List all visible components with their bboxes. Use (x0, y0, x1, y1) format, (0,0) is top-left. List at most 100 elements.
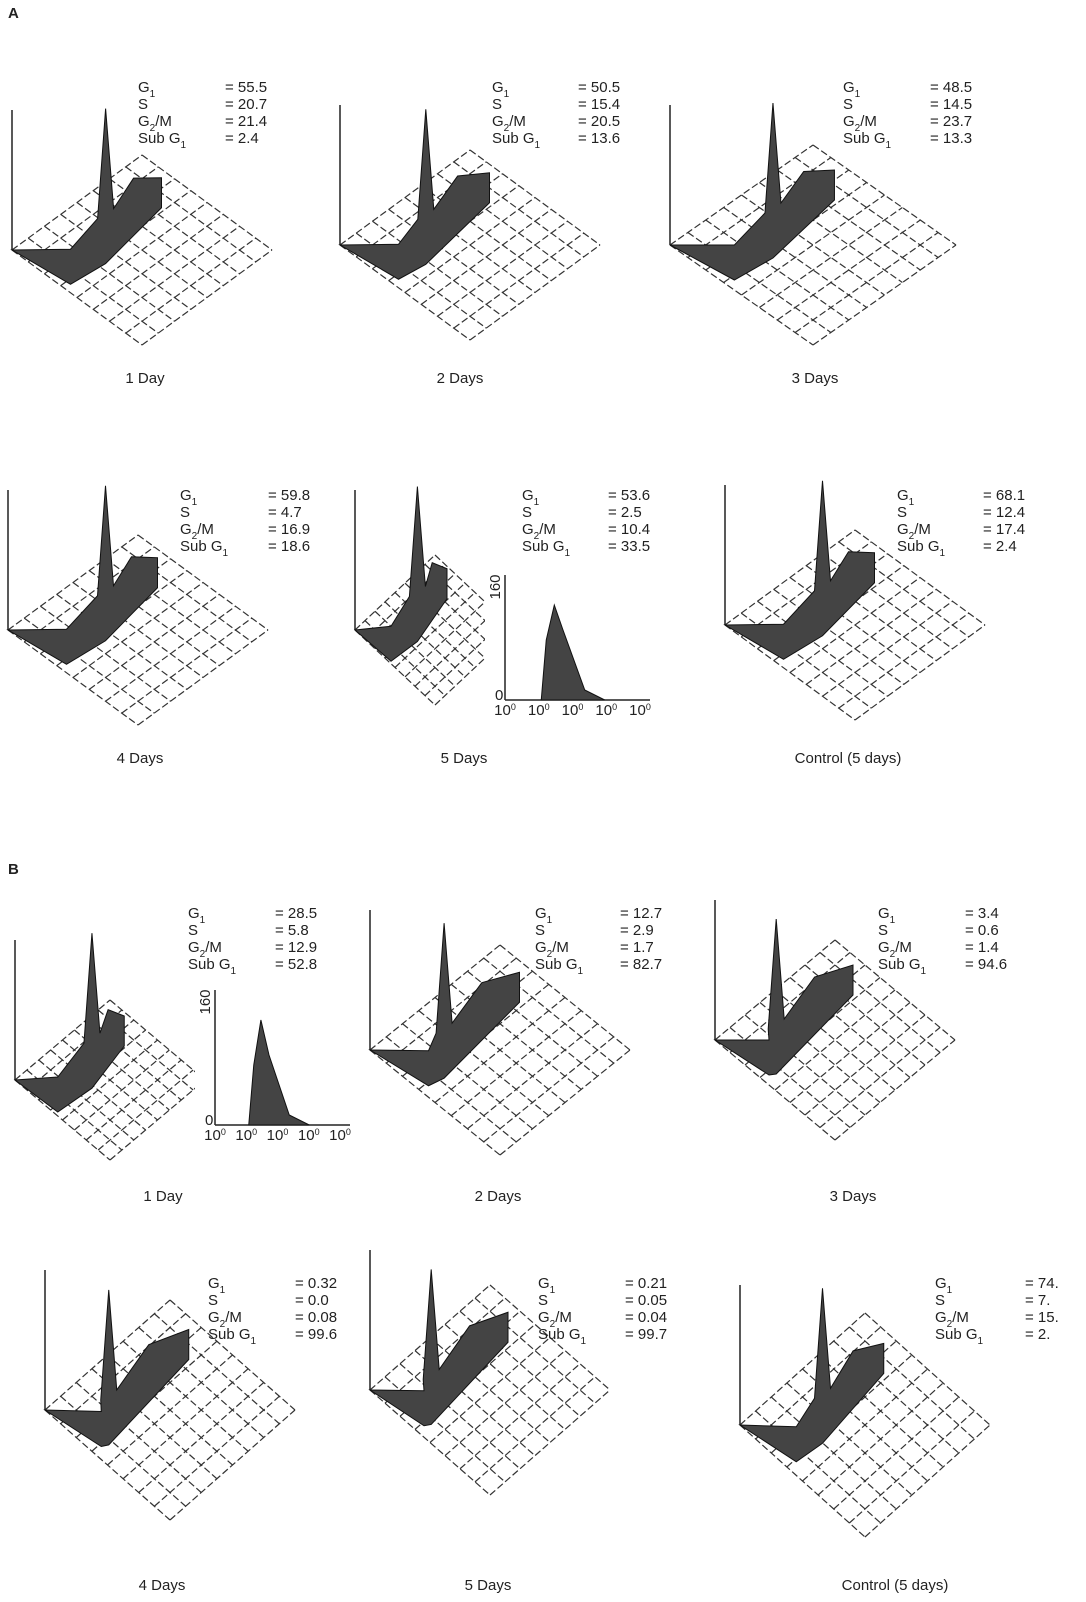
caption: 2 Days (437, 370, 484, 387)
stat-label: S (208, 1292, 218, 1309)
stat-value: = 0.21 (625, 1275, 667, 1292)
tick-base: 10 (235, 1127, 252, 1144)
stat-label: Sub G1 (935, 1326, 984, 1347)
stat-label: S (897, 504, 907, 521)
label-text: G (208, 1309, 220, 1326)
stat-value: = 2.4 (225, 130, 259, 147)
label-text: /M (552, 939, 569, 956)
label-text: G (897, 521, 909, 538)
label-text: Sub G (522, 538, 565, 555)
superscript: 0 (315, 1127, 320, 1137)
page: AG1= 55.5S= 20.7G2/M= 21.4Sub G1= 2.41 D… (0, 0, 1086, 1602)
stat-value: = 68.1 (983, 487, 1025, 504)
caption: Control (5 days) (795, 750, 902, 767)
grid-line (484, 1037, 614, 1142)
label-text: S (878, 922, 888, 939)
grid-line (834, 1397, 959, 1509)
subscript: 1 (581, 1336, 587, 1347)
subscript: 1 (978, 1336, 984, 1347)
stat-label: Sub G1 (535, 956, 584, 977)
stat-value: = 21.4 (225, 113, 267, 130)
label-text: G (138, 113, 150, 130)
caption: 4 Days (139, 1577, 186, 1594)
subscript: 1 (890, 915, 896, 926)
stat-value: = 99.7 (625, 1326, 667, 1343)
caption: 1 Day (143, 1188, 183, 1205)
tick-base: 10 (267, 1127, 284, 1144)
label-text: S (522, 504, 532, 521)
stat-value: = 15. (1025, 1309, 1059, 1326)
label-text: G (538, 1309, 550, 1326)
tick-base: 10 (329, 1127, 346, 1144)
caption: 3 Days (830, 1188, 877, 1205)
stat-value: = 52.8 (275, 956, 317, 973)
label-text: /M (155, 113, 172, 130)
stat-value: = 20.5 (578, 113, 620, 130)
inset-y-label: 160 (197, 989, 214, 1014)
stat-label: S (138, 96, 148, 113)
stat-value: = 18.6 (268, 538, 310, 555)
subscript: 1 (921, 966, 927, 977)
label-text: /M (509, 113, 526, 130)
superscript: 0 (283, 1127, 288, 1137)
caption: 2 Days (475, 1188, 522, 1205)
label-text: G (843, 113, 855, 130)
stat-label: Sub G1 (897, 538, 946, 559)
label-text: G (188, 939, 200, 956)
subscript: 1 (565, 548, 571, 559)
stat-value: = 28.5 (275, 905, 317, 922)
stat-label: Sub G1 (522, 538, 571, 559)
superscript: 0 (511, 702, 516, 712)
stat-value: = 0.6 (965, 922, 999, 939)
label-text: Sub G (878, 956, 921, 973)
superscript: 0 (221, 1127, 226, 1137)
grid-line (170, 1410, 295, 1520)
label-text: /M (914, 521, 931, 538)
caption: 3 Days (792, 370, 839, 387)
subscript: 1 (251, 1336, 257, 1347)
stat-label: Sub G1 (492, 130, 541, 151)
stat-value: = 10.4 (608, 521, 650, 538)
label-text: Sub G (188, 956, 231, 973)
label-text: Sub G (138, 130, 181, 147)
subscript: 1 (150, 89, 156, 100)
stat-value: = 16.9 (268, 521, 310, 538)
subscript: 1 (220, 1285, 226, 1296)
subscript: 1 (578, 966, 584, 977)
label-text: /M (539, 521, 556, 538)
stat-value: = 17.4 (983, 521, 1025, 538)
label-text: S (180, 504, 190, 521)
label-text: /M (205, 939, 222, 956)
subscript: 1 (535, 140, 541, 151)
label-text: G (878, 905, 890, 922)
label-text: G (935, 1309, 947, 1326)
label-text: /M (952, 1309, 969, 1326)
stat-label: S (188, 922, 198, 939)
label-text: G (897, 487, 909, 504)
tick-base: 10 (204, 1127, 221, 1144)
stat-label: S (878, 922, 888, 939)
stat-value: = 12.4 (983, 504, 1025, 521)
label-text: Sub G (843, 130, 886, 147)
grid-line (865, 1425, 990, 1537)
superscript: 0 (252, 1127, 257, 1137)
stat-label: S (492, 96, 502, 113)
label-text: S (188, 922, 198, 939)
label-text: G (878, 939, 890, 956)
tick-base: 10 (595, 702, 612, 719)
stat-value: = 14.5 (930, 96, 972, 113)
stat-value: = 2.5 (608, 504, 642, 521)
inset-y-label: 160 (487, 574, 504, 599)
label-text: G (522, 521, 534, 538)
label-text: G (208, 1275, 220, 1292)
stat-value: = 1.4 (965, 939, 999, 956)
stat-value: = 53.6 (608, 487, 650, 504)
stat-label: Sub G1 (138, 130, 187, 151)
histogram-ridge (670, 103, 834, 280)
stat-value: = 0.08 (295, 1309, 337, 1326)
histogram-ridge (740, 1288, 884, 1462)
subscript: 1 (231, 966, 237, 977)
tick-base: 10 (528, 702, 545, 719)
